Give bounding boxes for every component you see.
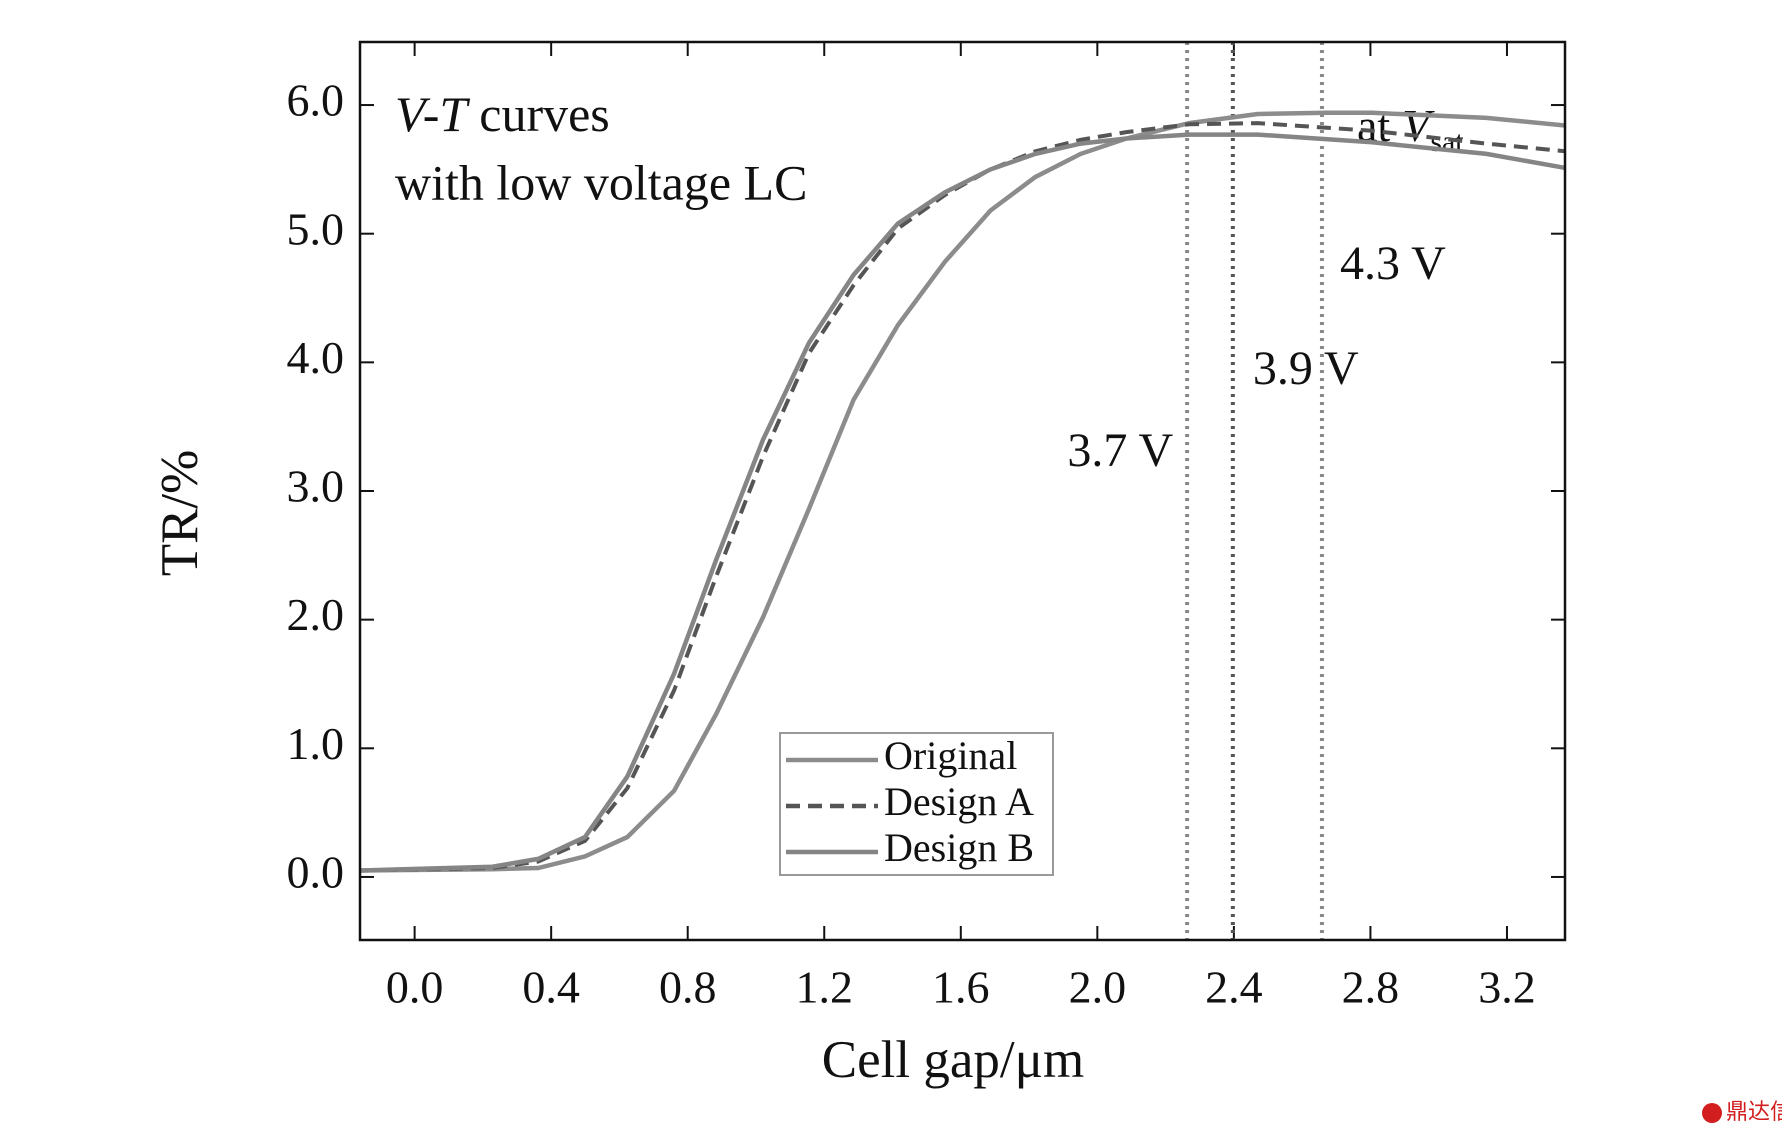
plot-frame — [358, 40, 1567, 942]
x-tick-label: 3.2 — [1478, 962, 1536, 1013]
annotation: V-T curves — [395, 86, 610, 142]
series-line — [360, 121, 1565, 873]
y-axis-label: TR/% — [151, 450, 209, 577]
x-axis-label: Cell gap/μm — [822, 1031, 1084, 1089]
x-tick-label: 2.8 — [1342, 962, 1400, 1013]
y-tick-label: 2.0 — [287, 589, 345, 640]
x-tick-label: 1.6 — [932, 962, 990, 1013]
legend-label: Design A — [884, 779, 1034, 824]
y-tick-label: 0.0 — [287, 847, 345, 898]
x-tick-label: 2.0 — [1069, 962, 1127, 1013]
annotation-text: curves — [479, 86, 610, 142]
y-tick-label: 4.0 — [287, 332, 345, 383]
series-line — [360, 132, 1565, 873]
vline-label: 3.7 V — [1067, 424, 1173, 477]
annotation-italic: V-T — [395, 86, 470, 142]
y-tick-label: 5.0 — [287, 203, 345, 254]
watermark-logo — [1702, 1103, 1722, 1123]
x-tick-label: 2.4 — [1205, 962, 1263, 1013]
y-tick-label: 1.0 — [287, 718, 345, 769]
sat-italic: V — [1402, 100, 1435, 151]
legend-label: Design B — [884, 825, 1034, 870]
x-tick-label: 0.8 — [659, 962, 717, 1013]
x-tick-label: 0.4 — [522, 962, 580, 1013]
watermark: 鼎达信 — [1726, 1100, 1782, 1125]
legend-label: Original — [884, 733, 1017, 778]
x-tick-label: 0.0 — [386, 962, 444, 1013]
y-tick-label: 3.0 — [287, 461, 345, 512]
y-tick-label: 6.0 — [287, 75, 345, 126]
vline-label: 4.3 V — [1340, 237, 1446, 290]
annotation-line2: with low voltage LC — [395, 154, 807, 210]
vline-label: 3.9 V — [1253, 342, 1359, 395]
x-tick-label: 1.2 — [795, 962, 853, 1013]
series-line — [360, 110, 1565, 873]
